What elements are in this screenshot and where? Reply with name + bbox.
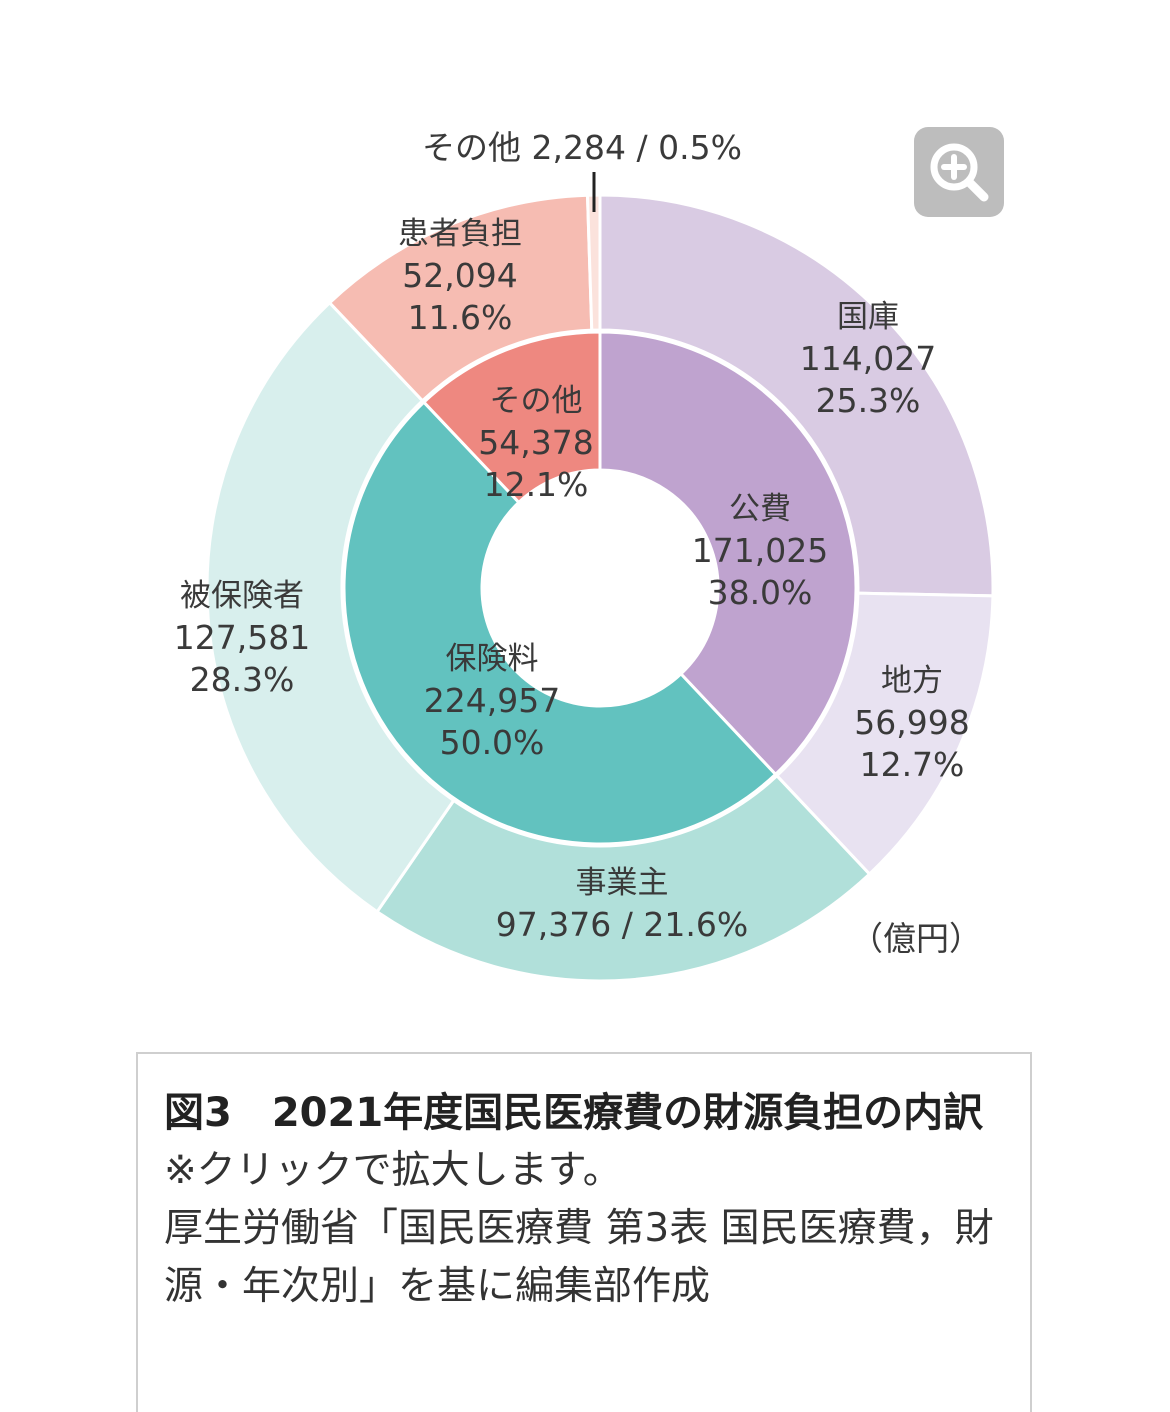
figure-caption: 図3 2021年度国民医療費の財源負担の内訳 ※クリックで拡大します。 厚生労働… [136,1052,1032,1412]
label-value: 114,027 [799,339,937,378]
label-percent: 11.6% [407,298,513,337]
zoom-button[interactable] [914,127,1004,217]
label-combined: その他 2,284 / 0.5% [422,128,742,167]
inner-slice-1 [342,400,778,846]
label-name: 公費 [729,491,791,527]
label-percent: 12.1% [483,465,589,504]
label-percent: 38.0% [707,573,813,612]
zoom-in-icon [930,143,989,202]
outer-slice-5 [585,193,602,332]
label-combined: 97,376 / 21.6% [495,905,749,944]
label-outer-insured: 被保険者 127,581 28.3% [174,575,310,701]
caption-source: 厚生労働省「国民医療費 第3表 国民医療費，財源・年次別」を基に編集部作成 [164,1206,994,1309]
outer-slice-3 [205,300,456,914]
label-percent: 28.3% [189,660,295,699]
caption-title: 図3 2021年度国民医療費の財源負担の内訳 [164,1090,984,1136]
label-name: 患者負担 [398,216,522,252]
label-inner-public: 公費 171,025 38.0% [692,488,828,614]
outer-slice-2 [375,773,872,983]
label-name: 事業主 [575,865,669,901]
label-name: 国庫 [837,299,899,335]
label-inner-insurance: 保険料 224,957 50.0% [424,638,560,764]
label-percent: 25.3% [815,381,921,420]
label-inner-other: その他 54,378 12.1% [478,380,593,506]
label-value: 52,094 [402,256,518,295]
label-outer-local: 地方 56,998 12.7% [854,660,969,786]
label-percent: 50.0% [439,723,545,762]
label-value: 127,581 [173,618,311,657]
label-value: 56,998 [854,703,970,742]
label-outer-patient: 患者負担 52,094 11.6% [398,213,522,339]
donut-svg [205,172,995,983]
label-outer-other: その他 2,284 / 0.5% [422,127,742,169]
inner-slice-2 [421,330,602,505]
caption-click-note: ※クリックで拡大します。 [164,1148,622,1193]
label-name: 地方 [881,663,943,699]
label-value: 171,025 [691,531,829,570]
label-name: その他 [489,383,583,419]
label-name: 被保険者 [180,578,304,614]
label-value: 54,378 [478,423,594,462]
donut-chart[interactable]: 公費 171,025 38.0% 保険料 224,957 50.0% その他 5… [0,0,1170,1040]
label-outer-employer: 事業主 97,376 / 21.6% [496,862,748,946]
outer-slice-0 [598,193,995,598]
label-name: 保険料 [445,641,539,677]
label-outer-national: 国庫 114,027 25.3% [800,296,936,422]
label-percent: 12.7% [859,745,965,784]
label-value: 224,957 [423,681,561,720]
unit-label: （億円） [850,919,982,958]
inner-slice-0 [598,330,858,777]
